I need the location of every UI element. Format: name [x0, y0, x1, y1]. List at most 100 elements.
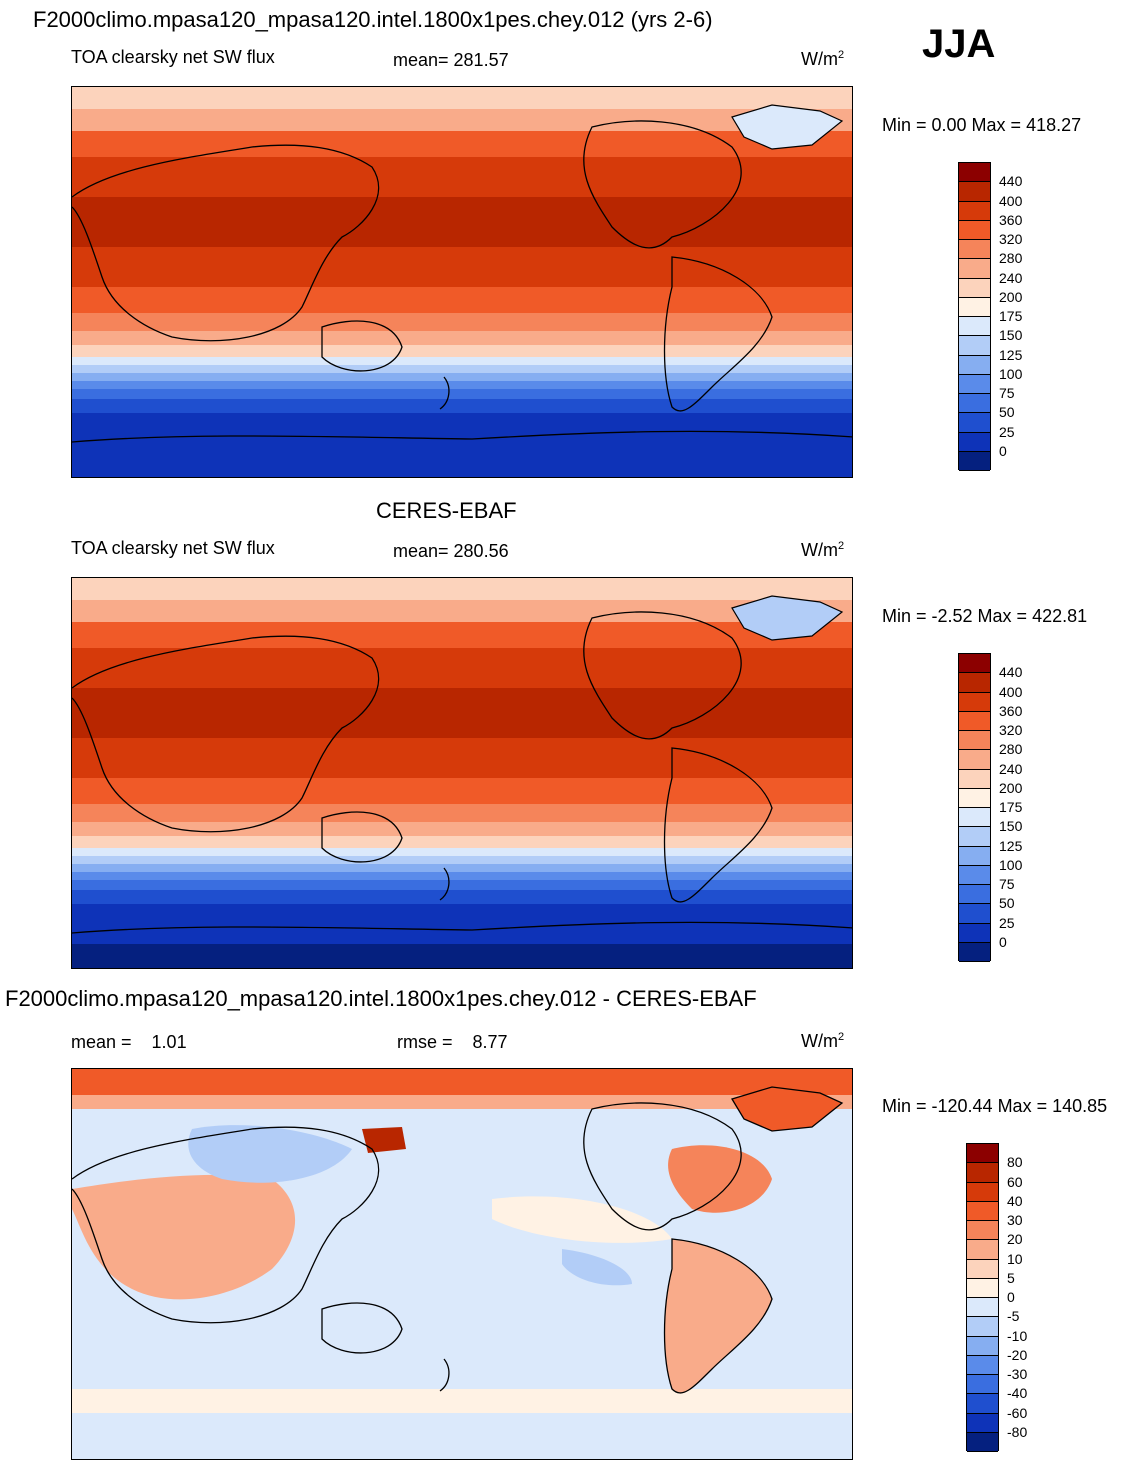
panel1-colorbar-swatches	[958, 162, 991, 471]
colorbar-tick-label: 280	[999, 741, 1023, 758]
colorbar-tick-label: 80	[1007, 1154, 1023, 1171]
colorbar-swatch	[967, 1221, 998, 1241]
colorbar-swatch	[959, 942, 990, 962]
colorbar-swatch	[959, 673, 990, 693]
colorbar-tick-label: -80	[1007, 1423, 1028, 1440]
panel1-units: W/m2	[801, 49, 845, 69]
colorbar-tick-label: 0	[999, 442, 1007, 459]
colorbar-swatch	[967, 1163, 998, 1183]
colorbar-tick-label: 320	[999, 722, 1023, 738]
colorbar-tick-label: 25	[999, 914, 1015, 931]
colorbar-swatch	[959, 413, 990, 433]
panel1-title: F2000climo.mpasa120_mpasa120.intel.1800x…	[33, 7, 713, 32]
panel3-units: W/m2	[801, 1031, 845, 1051]
colorbar-tick-label: 200	[999, 288, 1023, 305]
colorbar-tick-label: 100	[999, 856, 1023, 873]
colorbar-swatch	[959, 885, 990, 905]
colorbar-swatch	[959, 846, 990, 866]
colorbar-tick-label: 240	[999, 269, 1023, 286]
colorbar-swatch	[959, 317, 990, 337]
colorbar-tick-label: 25	[999, 423, 1015, 440]
panel3-minmax: Min = -120.44 Max = 140.85	[882, 1096, 1108, 1116]
panel3-title: F2000climo.mpasa120_mpasa120.intel.1800x…	[5, 986, 757, 1011]
colorbar-swatch	[959, 336, 990, 356]
colorbar-swatch	[959, 827, 990, 847]
colorbar-tick-label: 400	[999, 683, 1023, 700]
colorbar-tick-label: 0	[999, 933, 1007, 950]
colorbar-tick-label: -10	[1007, 1327, 1028, 1344]
panel3-mean: mean = 1.01	[71, 1032, 187, 1052]
colorbar-tick-label: 440	[999, 664, 1023, 681]
panel1-map-field	[72, 87, 852, 477]
colorbar-swatch	[959, 220, 990, 240]
colorbar-tick-label: 150	[999, 818, 1023, 835]
colorbar-tick-label: 0	[1007, 1289, 1015, 1305]
panel2-variable: TOA clearsky net SW flux	[71, 538, 275, 558]
colorbar-tick-label: 60	[1007, 1173, 1023, 1190]
colorbar-tick-label: 50	[999, 895, 1015, 912]
colorbar-tick-label: -60	[1007, 1404, 1028, 1421]
colorbar-tick-label: -5	[1007, 1308, 1020, 1325]
colorbar-swatch	[959, 240, 990, 260]
colorbar-tick-label: 40	[1007, 1192, 1023, 1209]
panel1-map	[71, 86, 853, 478]
colorbar-tick-label: 240	[999, 760, 1023, 777]
colorbar-swatch	[967, 1394, 998, 1414]
panel3-map-field	[72, 1069, 852, 1459]
season-label: JJA	[922, 22, 996, 66]
colorbar-tick-label: 200	[999, 779, 1023, 796]
colorbar-swatch	[967, 1201, 998, 1221]
colorbar-tick-label: 75	[999, 385, 1015, 401]
colorbar-swatch	[967, 1278, 998, 1298]
colorbar-swatch	[959, 808, 990, 828]
colorbar-swatch	[959, 731, 990, 751]
colorbar-swatch	[967, 1298, 998, 1318]
colorbar-swatch	[967, 1144, 998, 1164]
panel2-units: W/m2	[801, 540, 845, 560]
panel2-mean: mean= 280.56	[393, 541, 509, 561]
colorbar-swatch	[967, 1432, 998, 1452]
colorbar-tick-label: -40	[1007, 1385, 1028, 1402]
colorbar-swatch	[959, 750, 990, 770]
panel1-minmax: Min = 0.00 Max = 418.27	[882, 115, 1082, 135]
colorbar-swatch	[967, 1355, 998, 1375]
colorbar-swatch	[967, 1182, 998, 1202]
colorbar-swatch	[959, 374, 990, 394]
panel2-colorbar-swatches	[958, 653, 991, 962]
colorbar-tick-label: 125	[999, 837, 1023, 854]
colorbar-swatch	[959, 654, 990, 674]
panel1-variable: TOA clearsky net SW flux	[71, 47, 275, 67]
colorbar-tick-label: 20	[1007, 1231, 1023, 1248]
colorbar-swatch	[967, 1413, 998, 1433]
colorbar-swatch	[959, 297, 990, 317]
colorbar-swatch	[959, 201, 990, 221]
colorbar-tick-label: 30	[1007, 1212, 1023, 1228]
panel2-minmax: Min = -2.52 Max = 422.81	[882, 606, 1088, 626]
colorbar-tick-label: 360	[999, 211, 1023, 228]
colorbar-swatch	[959, 355, 990, 375]
colorbar-swatch	[959, 182, 990, 202]
colorbar-swatch	[959, 788, 990, 808]
colorbar-swatch	[967, 1336, 998, 1356]
colorbar-swatch	[959, 451, 990, 471]
colorbar-tick-label: 175	[999, 799, 1023, 815]
colorbar-swatch	[959, 394, 990, 414]
panel1-mean: mean= 281.57	[393, 50, 509, 70]
colorbar-swatch	[959, 432, 990, 452]
panel2-map	[71, 577, 853, 969]
panel2-map-field	[72, 578, 852, 968]
colorbar-swatch	[959, 711, 990, 731]
colorbar-tick-label: 150	[999, 327, 1023, 344]
colorbar-swatch	[967, 1317, 998, 1337]
colorbar-tick-label: -20	[1007, 1346, 1028, 1363]
colorbar-swatch	[959, 163, 990, 183]
colorbar-swatch	[959, 692, 990, 712]
colorbar-swatch	[959, 904, 990, 924]
colorbar-tick-label: 280	[999, 250, 1023, 267]
colorbar-swatch	[959, 259, 990, 279]
colorbar-swatch	[967, 1240, 998, 1260]
colorbar-tick-label: 75	[999, 876, 1015, 892]
colorbar-swatch	[959, 769, 990, 789]
colorbar-tick-label: -30	[1007, 1366, 1028, 1382]
panel3-rmse: rmse = 8.77	[397, 1032, 508, 1052]
